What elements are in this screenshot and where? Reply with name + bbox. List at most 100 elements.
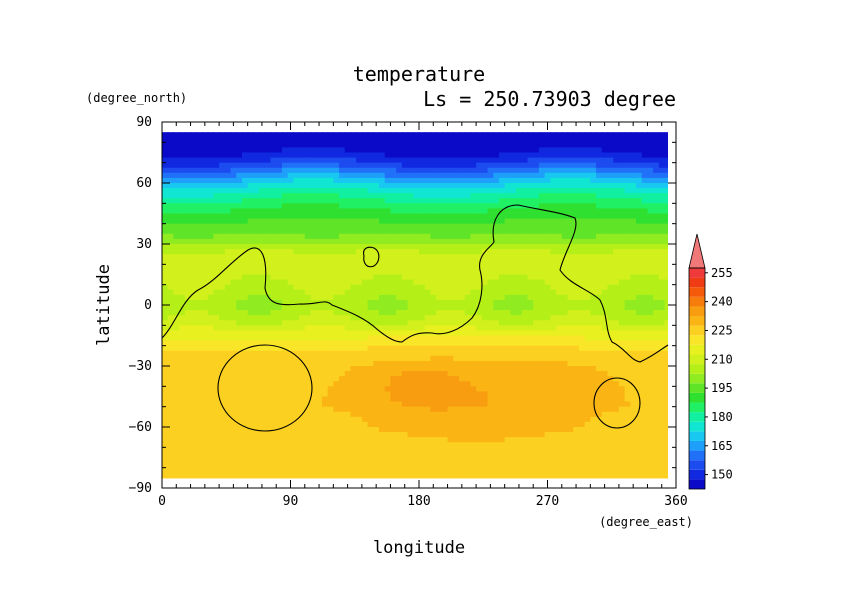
field-cell [447,188,454,194]
field-cell [436,172,443,179]
field-cell [441,355,449,362]
field-cell [601,335,609,342]
field-cell [379,345,386,352]
field-cell [641,340,649,347]
field-cell [630,172,637,179]
field-cell [596,223,603,230]
field-cell [527,340,534,347]
field-cell [584,157,591,164]
field-cell [607,355,614,362]
field-cell [538,167,546,174]
field-cell [544,371,551,377]
field-cell [584,299,591,306]
field-cell [607,188,614,194]
field-cell [544,254,551,260]
field-cell [321,223,329,230]
field-cell [184,269,192,276]
field-cell [350,223,357,230]
field-cell [350,142,357,149]
field-cell [162,330,169,337]
field-cell [578,335,586,342]
field-cell [196,254,203,260]
field-cell [481,213,489,220]
field-cell [401,279,409,286]
field-cell [224,406,232,413]
field-cell [281,167,289,174]
field-cell [601,259,609,265]
field-cell [533,244,540,250]
field-cell [373,249,380,255]
field-cell [544,157,551,164]
field-cell [390,289,397,296]
field-cell [379,167,386,174]
field-cell [241,228,249,235]
field-cell [207,381,214,387]
field-cell [264,147,272,154]
field-cell [647,188,654,194]
field-cell [276,345,283,352]
field-cell [407,411,414,418]
field-cell [350,411,357,418]
field-cell [253,371,260,377]
field-cell [561,264,569,271]
field-cell [516,406,523,413]
field-cell [396,264,403,271]
field-cell [281,238,289,245]
field-cell [584,203,591,210]
field-cell [533,294,540,301]
field-cell [533,350,540,357]
field-cell [424,350,432,357]
field-cell [493,401,500,408]
field-cell [424,203,432,210]
field-cell [521,213,529,220]
field-cell [556,254,563,260]
field-cell [453,249,460,255]
field-cell [241,294,249,301]
field-cell [436,132,443,138]
field-cell [470,345,477,352]
field-cell [430,406,437,413]
field-cell [441,142,449,149]
field-cell [184,162,192,169]
field-cell [401,228,409,235]
field-cell [201,274,209,281]
field-cell [590,167,597,174]
field-cell [327,396,334,403]
field-cell [321,411,329,418]
field-cell [419,279,426,286]
field-cell [618,218,626,225]
field-cell [481,132,489,138]
field-cell [293,167,300,174]
field-cell [430,213,437,220]
field-cell [201,162,209,169]
field-cell [264,345,272,352]
field-cell [167,371,175,377]
field-cell [510,238,517,245]
field-cell [533,172,540,179]
field-cell [287,137,294,143]
field-cell [384,264,392,271]
field-cell [310,411,317,418]
field-cell [253,223,260,230]
field-cell [264,269,272,276]
field-cell [190,269,197,276]
field-cell [299,345,306,352]
field-cell [550,213,557,220]
field-cell [613,249,620,255]
field-cell [162,223,169,230]
field-cell [510,310,517,316]
field-cell [544,279,551,286]
field-cell [304,330,312,337]
field-cell [219,264,226,271]
field-cell [179,264,186,271]
field-cell [162,335,169,342]
field-cell [664,371,668,377]
field-cell [344,213,352,220]
field-cell [578,137,586,143]
field-cell [304,213,312,220]
field-cell [516,396,523,403]
field-cell [481,386,489,393]
field-cell [379,401,386,408]
field-cell [184,360,192,367]
field-cell [447,279,454,286]
